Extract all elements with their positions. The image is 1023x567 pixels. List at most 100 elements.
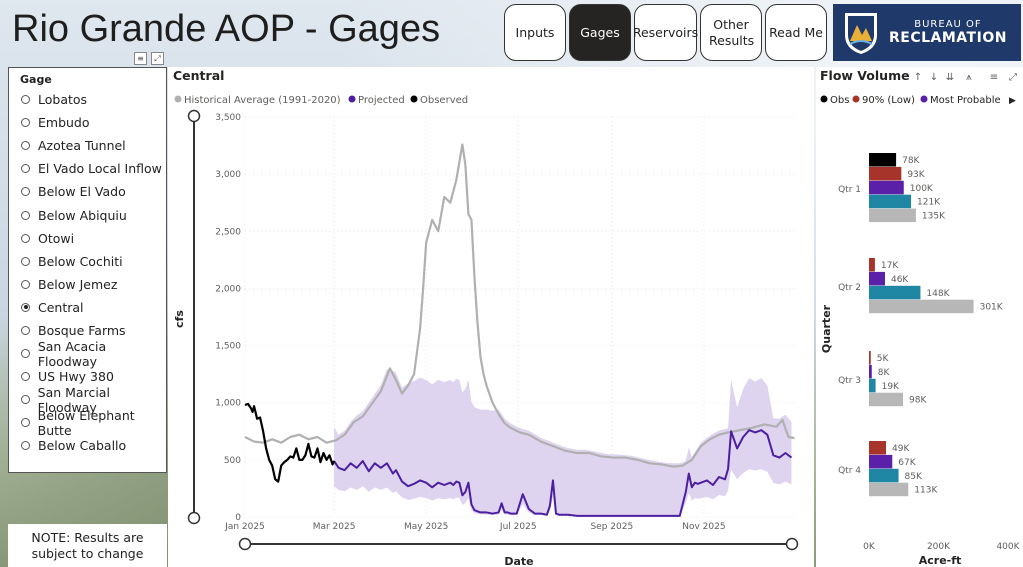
gage-option-below-abiquiu[interactable]: Below Abiquiu <box>21 203 166 226</box>
bar[interactable] <box>869 392 904 407</box>
gage-option-below-el-vado[interactable]: Below El Vado <box>21 180 166 203</box>
bar[interactable] <box>869 208 916 223</box>
legend-label[interactable]: 90% (Low) <box>862 95 915 106</box>
legend-marker <box>174 95 182 103</box>
filter-icon[interactable]: ≡ <box>134 52 147 65</box>
observed-line <box>244 402 336 483</box>
bar[interactable] <box>869 441 887 455</box>
gage-option-label: San Marcial Floodway <box>37 384 110 415</box>
legend-next-icon[interactable]: ▶ <box>1009 96 1016 106</box>
note-text: NOTE: Results are subject to change <box>31 530 144 561</box>
focus-mode-icon[interactable]: ⤢ <box>151 52 164 65</box>
reclamation-shield-icon <box>845 12 877 54</box>
bar[interactable] <box>869 351 871 365</box>
gage-option-bosque-farms[interactable]: Bosque Farms <box>21 319 166 342</box>
radio-icon[interactable] <box>21 187 30 197</box>
x-tick-label: 200K <box>927 542 951 552</box>
nav-inputs-button[interactable]: Inputs <box>504 4 566 61</box>
legend-label[interactable]: Projected <box>358 95 405 106</box>
radio-icon[interactable] <box>21 118 30 128</box>
gage-option-us-hwy-380[interactable]: US Hwy 380 <box>21 365 166 388</box>
gage-option-label: San Acacia Floodway <box>37 338 107 369</box>
radio-icon[interactable] <box>21 256 30 266</box>
radio-icon[interactable] <box>21 141 30 151</box>
bar-data-label: 8K <box>878 368 891 378</box>
y-tick-label: 1,000 <box>215 399 241 409</box>
gage-option-label: Below Cochiti <box>38 253 123 269</box>
expand-all-icon[interactable]: ⇊ <box>946 72 954 83</box>
radio-icon[interactable] <box>21 95 30 105</box>
gage-option-embudo[interactable]: Embudo <box>21 111 166 134</box>
legend-marker <box>348 95 356 103</box>
bar[interactable] <box>869 271 885 286</box>
bar-data-label: 46K <box>891 275 909 285</box>
radio-icon[interactable] <box>21 302 30 312</box>
bar-data-label: 67K <box>898 458 916 468</box>
bar[interactable] <box>869 166 902 181</box>
line-chart-title: Central <box>173 68 225 83</box>
gage-option-san-marcial-floodway[interactable]: San Marcial Floodway <box>21 385 166 415</box>
gage-option-below-caballo[interactable]: Below Caballo <box>21 434 166 457</box>
bar[interactable] <box>869 285 921 300</box>
gage-option-label: Below Jemez <box>38 276 118 292</box>
gage-option-el-vado-local-inflow[interactable]: El Vado Local Inflow <box>21 157 166 180</box>
gage-option-below-elephant-butte[interactable]: Below Elephant Butte <box>21 408 166 438</box>
y-axis-title: cfs <box>173 310 186 328</box>
bar[interactable] <box>869 153 897 167</box>
nav-other-results-button[interactable]: Other Results <box>700 4 762 61</box>
legend-label[interactable]: Historical Average (1991-2020) <box>184 95 341 106</box>
radio-icon[interactable] <box>21 325 30 335</box>
nav-other-results-label: Other Results <box>709 16 755 48</box>
gage-option-azotea-tunnel[interactable]: Azotea Tunnel <box>21 134 166 157</box>
nav-gages-button[interactable]: Gages <box>569 4 631 61</box>
y-tick-label: 2,500 <box>215 227 241 237</box>
radio-icon[interactable] <box>21 441 30 451</box>
gage-option-central[interactable]: Central <box>21 296 166 319</box>
sort-ascending-icon[interactable]: ↑ <box>914 72 922 83</box>
bar[interactable] <box>869 482 909 497</box>
radio-icon[interactable] <box>21 164 30 174</box>
sort-descending-icon[interactable]: ↓ <box>930 72 938 83</box>
nav-reservoirs-button[interactable]: Reservoirs <box>633 4 698 61</box>
flow-volume-title: Flow Volume <box>820 68 910 83</box>
x-axis-title: Acre-ft <box>919 554 962 567</box>
bar[interactable] <box>869 180 904 195</box>
gage-option-below-cochiti[interactable]: Below Cochiti <box>21 250 166 273</box>
radio-icon[interactable] <box>21 349 30 359</box>
radio-icon[interactable] <box>21 418 30 428</box>
bar[interactable] <box>869 364 872 379</box>
bar[interactable] <box>869 454 893 469</box>
y-slider-bottom-handle[interactable] <box>187 511 201 525</box>
drill-up-icon[interactable]: ⩚ <box>966 72 972 83</box>
bar-data-label: 17K <box>881 261 899 271</box>
bar[interactable] <box>869 378 876 393</box>
legend-label[interactable]: Observed <box>420 95 468 106</box>
gage-option-san-acacia-floodway[interactable]: San Acacia Floodway <box>21 339 166 369</box>
gage-option-lobatos[interactable]: Lobatos <box>21 88 166 111</box>
radio-icon[interactable] <box>21 210 30 220</box>
nav-read-me-button[interactable]: Read Me <box>765 4 827 61</box>
x-slider-right-handle[interactable] <box>785 537 799 551</box>
focus-mode-icon[interactable]: ⤢ <box>1009 72 1017 83</box>
radio-icon[interactable] <box>21 395 30 405</box>
radio-icon[interactable] <box>21 233 30 243</box>
line-chart-panel: Central Historical Average (1991-2020) Pr… <box>168 67 814 567</box>
bar[interactable] <box>869 258 875 272</box>
filter-icon[interactable]: ≡ <box>990 72 998 83</box>
x-tick-label: Jul 2025 <box>499 522 537 532</box>
gage-option-label: Below Abiquiu <box>38 207 127 223</box>
legend-label[interactable]: Obs <box>830 95 849 106</box>
x-slider-left-handle[interactable] <box>238 537 252 551</box>
gage-option-otowi[interactable]: Otowi <box>21 227 166 250</box>
line-chart: Historical Average (1991-2020) Projected O… <box>173 95 799 567</box>
gage-option-below-jemez[interactable]: Below Jemez <box>21 273 166 296</box>
bar-data-label: 85K <box>905 472 923 482</box>
bar-data-label: 93K <box>907 170 925 180</box>
bar[interactable] <box>869 299 974 314</box>
legend-label[interactable]: Most Probable <box>930 95 1001 106</box>
bar[interactable] <box>869 194 912 209</box>
bar[interactable] <box>869 468 899 483</box>
radio-icon[interactable] <box>21 279 30 289</box>
radio-icon[interactable] <box>21 372 30 382</box>
y-slider-top-handle[interactable] <box>187 109 201 123</box>
